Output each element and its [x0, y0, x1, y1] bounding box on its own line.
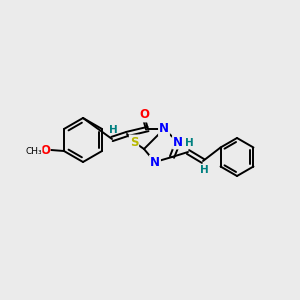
Text: O: O	[139, 109, 149, 122]
Text: H: H	[109, 125, 117, 135]
Text: H: H	[200, 165, 208, 175]
Text: O: O	[40, 143, 50, 157]
Text: N: N	[150, 155, 160, 169]
Text: CH₃: CH₃	[25, 146, 42, 155]
Text: N: N	[159, 122, 169, 136]
Text: H: H	[184, 138, 194, 148]
Text: N: N	[173, 136, 183, 148]
Text: S: S	[130, 136, 138, 148]
